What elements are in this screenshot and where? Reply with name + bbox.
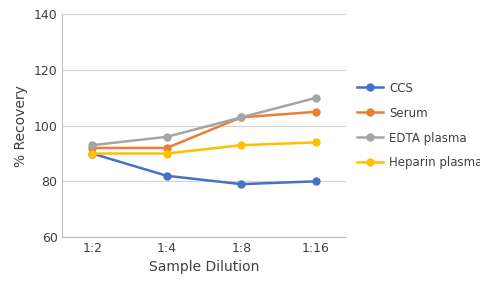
Heparin plasma	[164, 152, 169, 155]
Serum	[313, 110, 319, 114]
CCS	[164, 174, 169, 177]
CCS	[239, 182, 244, 186]
EDTA plasma	[313, 96, 319, 100]
CCS	[89, 152, 95, 155]
Serum	[89, 146, 95, 150]
CCS	[313, 180, 319, 183]
Heparin plasma	[239, 143, 244, 147]
EDTA plasma	[164, 135, 169, 138]
EDTA plasma	[239, 116, 244, 119]
Legend: CCS, Serum, EDTA plasma, Heparin plasma: CCS, Serum, EDTA plasma, Heparin plasma	[357, 82, 480, 169]
Line: CCS: CCS	[89, 150, 319, 188]
Heparin plasma	[89, 152, 95, 155]
X-axis label: Sample Dilution: Sample Dilution	[149, 260, 259, 274]
Line: Serum: Serum	[89, 108, 319, 151]
Serum	[164, 146, 169, 150]
Line: Heparin plasma: Heparin plasma	[89, 139, 319, 157]
Line: EDTA plasma: EDTA plasma	[89, 95, 319, 149]
Serum	[239, 116, 244, 119]
Heparin plasma	[313, 141, 319, 144]
Y-axis label: % Recovery: % Recovery	[14, 85, 28, 167]
EDTA plasma	[89, 143, 95, 147]
